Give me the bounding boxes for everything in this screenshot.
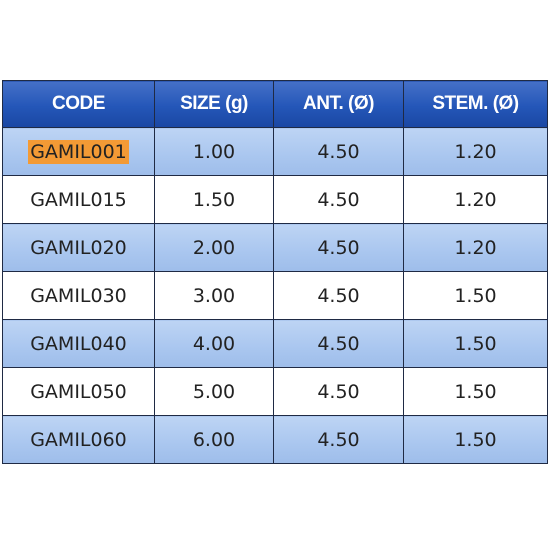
cell-size: 1.50 <box>154 175 274 224</box>
code-text: GAMIL060 <box>30 428 127 451</box>
cell-ant: 4.50 <box>273 175 404 224</box>
cell-code: GAMIL020 <box>2 223 155 272</box>
cell-code: GAMIL001 <box>2 127 155 176</box>
column-header-ant: ANT. (Ø) <box>273 80 404 128</box>
table-row: GAMIL020 2.00 4.50 1.20 <box>2 223 548 272</box>
cell-stem: 1.50 <box>403 271 548 320</box>
cell-stem: 1.20 <box>403 223 548 272</box>
cell-size: 3.00 <box>154 271 274 320</box>
cell-stem: 1.50 <box>403 415 548 464</box>
cell-ant: 4.50 <box>273 127 404 176</box>
table-row: GAMIL001 1.00 4.50 1.20 <box>2 127 548 176</box>
cell-ant: 4.50 <box>273 223 404 272</box>
cell-code: GAMIL030 <box>2 271 155 320</box>
table-row: GAMIL040 4.00 4.50 1.50 <box>2 319 548 368</box>
code-text: GAMIL030 <box>30 284 127 307</box>
cell-stem: 1.20 <box>403 127 548 176</box>
column-header-code: CODE <box>2 80 155 128</box>
product-spec-table: CODE SIZE (g) ANT. (Ø) STEM. (Ø) GAMIL00… <box>2 80 548 464</box>
cell-code: GAMIL040 <box>2 319 155 368</box>
cell-stem: 1.50 <box>403 367 548 416</box>
table-row: GAMIL050 5.00 4.50 1.50 <box>2 367 548 416</box>
cell-code: GAMIL060 <box>2 415 155 464</box>
code-text: GAMIL050 <box>30 380 127 403</box>
table-body: GAMIL001 1.00 4.50 1.20 GAMIL015 1.50 4.… <box>2 127 548 464</box>
cell-size: 6.00 <box>154 415 274 464</box>
cell-size: 1.00 <box>154 127 274 176</box>
code-text: GAMIL040 <box>30 332 127 355</box>
cell-code: GAMIL050 <box>2 367 155 416</box>
table-row: GAMIL030 3.00 4.50 1.50 <box>2 271 548 320</box>
cell-ant: 4.50 <box>273 319 404 368</box>
highlighted-code: GAMIL001 <box>28 139 129 164</box>
cell-size: 4.00 <box>154 319 274 368</box>
column-header-size: SIZE (g) <box>154 80 274 128</box>
cell-ant: 4.50 <box>273 415 404 464</box>
cell-size: 2.00 <box>154 223 274 272</box>
code-text: GAMIL015 <box>30 188 127 211</box>
code-text: GAMIL020 <box>30 236 127 259</box>
column-header-stem: STEM. (Ø) <box>403 80 548 128</box>
cell-stem: 1.20 <box>403 175 548 224</box>
table-row: GAMIL015 1.50 4.50 1.20 <box>2 175 548 224</box>
header-row: CODE SIZE (g) ANT. (Ø) STEM. (Ø) <box>2 80 548 128</box>
table-row: GAMIL060 6.00 4.50 1.50 <box>2 415 548 464</box>
cell-ant: 4.50 <box>273 271 404 320</box>
cell-stem: 1.50 <box>403 319 548 368</box>
table-header: CODE SIZE (g) ANT. (Ø) STEM. (Ø) <box>2 80 548 128</box>
cell-size: 5.00 <box>154 367 274 416</box>
cell-ant: 4.50 <box>273 367 404 416</box>
cell-code: GAMIL015 <box>2 175 155 224</box>
